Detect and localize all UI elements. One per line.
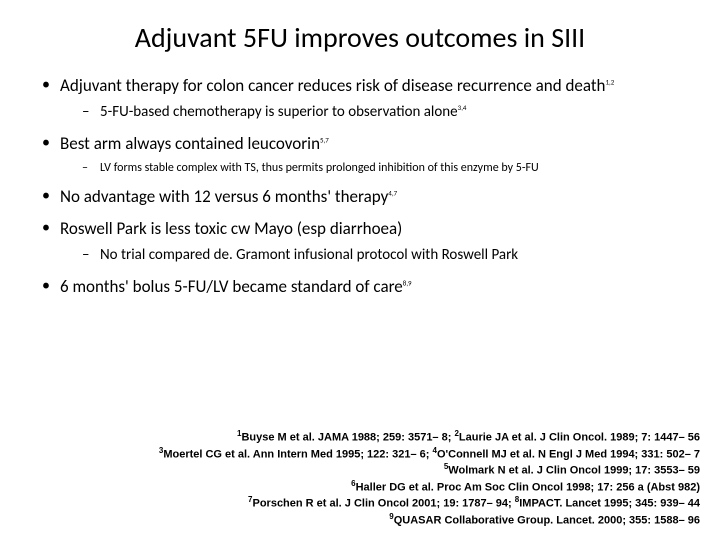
sub-item: No trial compared de. Gramont infusional…	[82, 246, 690, 266]
sub-list: 5-FU-based chemotherapy is superior to o…	[60, 103, 690, 123]
sub-item: 5-FU-based chemotherapy is superior to o…	[82, 103, 690, 123]
ref-line: 7Porschen R et al. J Clin Oncol 2001; 19…	[20, 495, 700, 512]
bullet-text: Adjuvant therapy for colon cancer reduce…	[60, 75, 606, 96]
bullet-item: No advantage with 12 versus 6 months' th…	[40, 186, 690, 208]
bullet-text: Roswell Park is less toxic cw Mayo (esp …	[60, 218, 402, 239]
ref-text: Haller DG et al. Proc Am Soc Clin Oncol …	[356, 481, 700, 493]
ref-text: IMPACT. Lancet 1995; 345: 939– 44	[519, 498, 700, 510]
ref-line: 3Moertel CG et al. Ann Intern Med 1995; …	[20, 446, 700, 463]
sub-list: No trial compared de. Gramont infusional…	[60, 246, 690, 266]
sub-text: 5-FU-based chemotherapy is superior to o…	[100, 103, 458, 121]
bullet-item: Best arm always contained leucovorin5,7 …	[40, 133, 690, 177]
bullet-text: 6 months' bolus 5-FU/LV became standard …	[60, 276, 403, 297]
references: 1Buyse M et al. JAMA 1988; 259: 3571– 8;…	[0, 429, 720, 528]
ref-line: 6Haller DG et al. Proc Am Soc Clin Oncol…	[20, 479, 700, 496]
ref-text: Buyse M et al. JAMA 1988; 259: 3571– 8;	[241, 432, 454, 444]
bullet-sup: 4,7	[388, 189, 397, 198]
bullet-item: Roswell Park is less toxic cw Mayo (esp …	[40, 218, 690, 266]
bullet-item: 6 months' bolus 5-FU/LV became standard …	[40, 276, 690, 298]
sub-sup: 3,4	[458, 103, 467, 112]
ref-line: 5Wolmark N et al. J Clin Oncol 1999; 17:…	[20, 462, 700, 479]
slide-title: Adjuvant 5FU improves outcomes in SIII	[30, 20, 690, 55]
bullet-list: Adjuvant therapy for colon cancer reduce…	[30, 75, 690, 298]
ref-line: 9QUASAR Collaborative Group. Lancet. 200…	[20, 512, 700, 529]
bullet-sup: 5,7	[320, 135, 329, 144]
bullet-text: Best arm always contained leucovorin	[60, 133, 320, 154]
sub-text: No trial compared de. Gramont infusional…	[100, 246, 518, 264]
ref-text: Laurie JA et al. J Clin Oncol. 1989; 7: …	[459, 432, 700, 444]
bullet-text: No advantage with 12 versus 6 months' th…	[60, 186, 388, 207]
sub-list: LV forms stable complex with TS, thus pe…	[60, 161, 690, 177]
ref-text: Wolmark N et al. J Clin Oncol 1999; 17: …	[448, 465, 700, 477]
ref-line: 1Buyse M et al. JAMA 1988; 259: 3571– 8;…	[20, 429, 700, 446]
bullet-item: Adjuvant therapy for colon cancer reduce…	[40, 75, 690, 123]
ref-text: Porschen R et al. J Clin Oncol 2001; 19:…	[252, 498, 514, 510]
bullet-sup: 1,2	[606, 77, 615, 86]
ref-text: Moertel CG et al. Ann Intern Med 1995; 1…	[163, 448, 432, 460]
ref-text: QUASAR Collaborative Group. Lancet. 2000…	[394, 514, 700, 526]
bullet-sup: 8,9	[403, 278, 412, 287]
ref-text: O'Connell MJ et al. N Engl J Med 1994; 3…	[437, 448, 700, 460]
sub-item: LV forms stable complex with TS, thus pe…	[82, 161, 690, 177]
sub-text: LV forms stable complex with TS, thus pe…	[100, 161, 539, 175]
